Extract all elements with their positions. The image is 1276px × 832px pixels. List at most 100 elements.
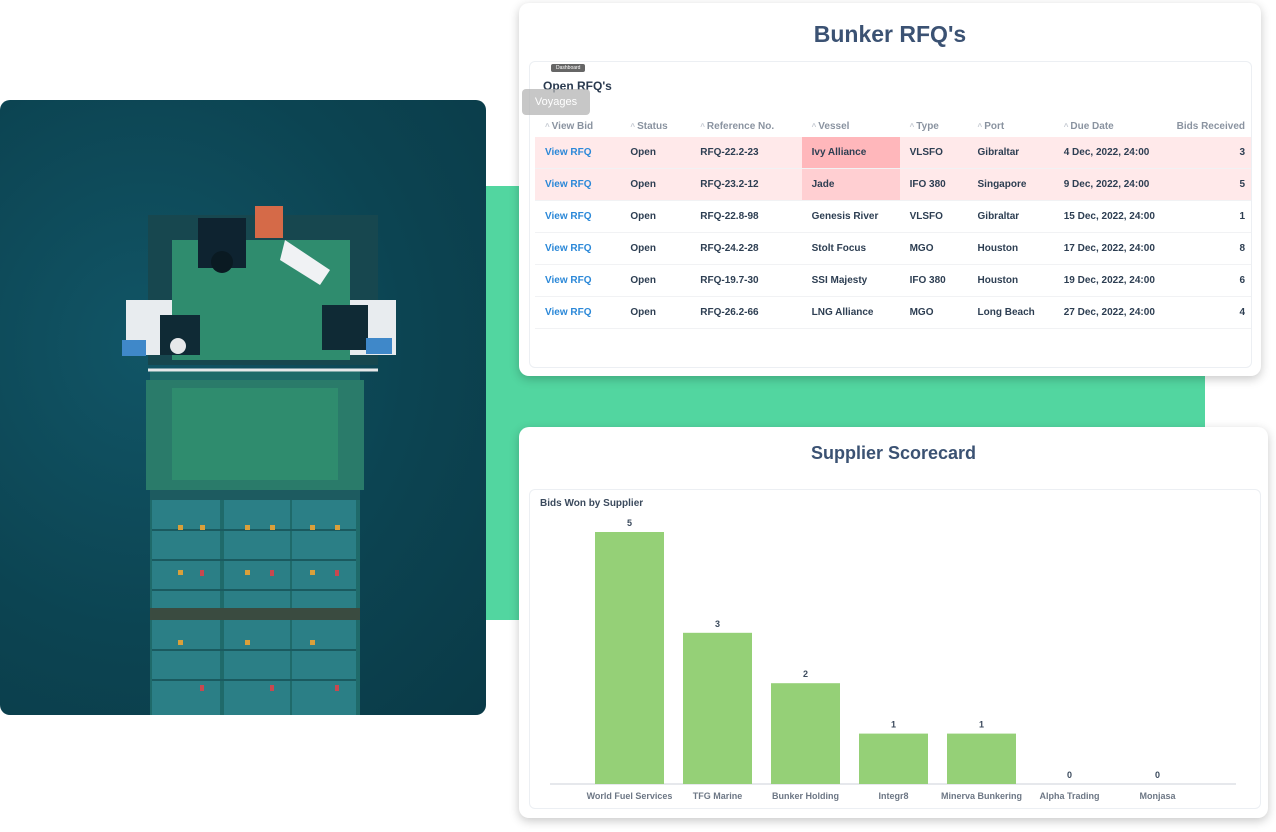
cell-type: VLSFO [899, 137, 968, 169]
cell-ref: RFQ-24.2-28 [690, 232, 802, 265]
chart-title: Bids Won by Supplier [540, 498, 644, 509]
table-row: View RFQ Open RFQ-26.2-66 LNG Alliance MGO Lo… [535, 296, 1251, 329]
view-rfq-link[interactable]: View RFQ [535, 232, 621, 265]
cell-vessel: Ivy Alliance [801, 137, 900, 169]
cell-type: VLSFO [899, 200, 968, 233]
rfq-table-header: ^ View Bid ^ Status ^ Reference No. ^ Vessel… [535, 115, 1251, 137]
view-rfq-link[interactable]: View RFQ [535, 200, 621, 233]
cell-due: 9 Dec, 2022, 24:00 [1053, 168, 1167, 201]
ship-aerial-photo [0, 100, 486, 715]
col-vessel[interactable]: ^ Vessel [811, 120, 850, 132]
table-row: View RFQ Open RFQ-22.2-23 Ivy Alliance VLSFO… [535, 137, 1251, 169]
col-status[interactable]: ^ Status [630, 120, 668, 132]
bunker-rfq-card: Bunker RFQ's Dashboard Open RFQ's Voyage… [519, 3, 1261, 376]
cell-port: Houston [967, 232, 1054, 265]
cell-due: 17 Dec, 2022, 24:00 [1053, 232, 1167, 265]
cell-type: MGO [899, 296, 968, 329]
cell-bids: 6 [1166, 264, 1251, 297]
cell-status: Open [620, 200, 691, 233]
cell-due: 15 Dec, 2022, 24:00 [1053, 200, 1167, 233]
col-reference[interactable]: ^ Reference No. [700, 120, 775, 132]
cell-due: 4 Dec, 2022, 24:00 [1053, 137, 1167, 169]
cell-ref: RFQ-26.2-66 [690, 296, 802, 329]
view-rfq-link[interactable]: View RFQ [535, 264, 621, 297]
sort-caret-icon: ^ [811, 121, 817, 131]
cell-bids: 5 [1166, 168, 1251, 201]
cell-vessel: Jade [801, 168, 900, 201]
supplier-scorecard-card: Supplier Scorecard Bids Won by Supplier … [519, 427, 1268, 818]
bar-value-label: 1 [891, 720, 896, 730]
bar[interactable] [595, 532, 664, 784]
bar-value-label: 1 [979, 720, 984, 730]
cell-type: IFO 380 [899, 264, 968, 297]
col-port[interactable]: ^ Port [977, 120, 1005, 132]
bids-won-bar-chart: 5 World Fuel Services 3 TFG Marine 2 Bunker H… [550, 518, 1236, 801]
cell-port: Gibraltar [967, 137, 1054, 169]
category-label: Minerva Bunkering [941, 791, 1022, 801]
cell-bids: 1 [1166, 200, 1251, 233]
bar[interactable] [859, 733, 928, 784]
cell-port: Singapore [967, 168, 1054, 201]
table-row: View RFQ Open RFQ-19.7-30 SSI Majesty IFO 38… [535, 264, 1251, 297]
cell-vessel: Genesis River [801, 200, 900, 233]
bar-value-label: 0 [1155, 770, 1160, 780]
category-label: Monjasa [1139, 791, 1176, 801]
cell-vessel: LNG Alliance [801, 296, 900, 329]
sort-caret-icon: ^ [630, 121, 636, 131]
cell-status: Open [620, 137, 691, 169]
category-label: Integr8 [878, 791, 908, 801]
sort-caret-icon: ^ [977, 121, 983, 131]
col-due-date[interactable]: ^ Due Date [1063, 120, 1114, 132]
cell-status: Open [620, 168, 691, 201]
col-type[interactable]: ^ Type [909, 120, 939, 132]
bar-value-label: 0 [1067, 770, 1072, 780]
dashboard-badge: Dashboard [551, 64, 586, 72]
cell-type: MGO [899, 232, 968, 265]
cell-vessel: Stolt Focus [801, 232, 900, 265]
cell-port: Gibraltar [967, 200, 1054, 233]
sort-caret-icon: ^ [700, 121, 705, 131]
cell-vessel: SSI Majesty [801, 264, 900, 297]
category-label: Alpha Trading [1039, 791, 1099, 801]
cell-due: 19 Dec, 2022, 24:00 [1053, 264, 1167, 297]
cell-bids: 4 [1166, 296, 1251, 329]
cell-ref: RFQ-19.7-30 [690, 264, 802, 297]
category-label: World Fuel Services [587, 791, 673, 801]
cell-ref: RFQ-22.8-98 [690, 200, 802, 233]
cell-bids: 8 [1166, 232, 1251, 265]
col-bids-received[interactable]: Bids Received [1176, 120, 1245, 132]
view-rfq-link[interactable]: View RFQ [535, 137, 621, 169]
voyages-button[interactable]: Voyages [522, 89, 590, 115]
sort-caret-icon: ^ [909, 121, 915, 131]
bar-value-label: 3 [715, 619, 720, 629]
bar[interactable] [771, 683, 840, 784]
col-view-bid[interactable]: ^ View Bid [545, 120, 594, 132]
view-rfq-link[interactable]: View RFQ [535, 296, 621, 329]
cell-type: IFO 380 [899, 168, 968, 201]
cell-port: Houston [967, 264, 1054, 297]
bar[interactable] [947, 733, 1016, 784]
sort-caret-icon: ^ [1063, 121, 1069, 131]
rfq-table: ^ View Bid ^ Status ^ Reference No. ^ Vessel… [535, 115, 1251, 329]
rfq-card-title: Bunker RFQ's [813, 21, 967, 47]
cell-ref: RFQ-22.2-23 [690, 137, 802, 169]
cell-status: Open [620, 296, 691, 329]
cell-status: Open [620, 232, 691, 265]
category-label: TFG Marine [693, 791, 743, 801]
view-rfq-link[interactable]: View RFQ [535, 168, 621, 201]
sort-caret-icon: ^ [545, 121, 550, 131]
bar-value-label: 5 [627, 518, 632, 528]
cell-port: Long Beach [967, 296, 1054, 329]
cell-ref: RFQ-23.2-12 [690, 168, 802, 201]
ship-illustration [122, 206, 396, 715]
table-row: View RFQ Open RFQ-22.8-98 Genesis River VLSF… [535, 200, 1251, 233]
table-row: View RFQ Open RFQ-23.2-12 Jade IFO 380 Singap… [535, 168, 1251, 201]
bar[interactable] [683, 632, 752, 784]
category-label: Bunker Holding [772, 791, 839, 801]
scorecard-title: Supplier Scorecard [810, 443, 977, 463]
bar-value-label: 2 [803, 669, 808, 679]
cell-bids: 3 [1166, 137, 1251, 169]
table-row: View RFQ Open RFQ-24.2-28 Stolt Focus MGO Hou… [535, 232, 1251, 265]
cell-status: Open [620, 264, 691, 297]
cell-due: 27 Dec, 2022, 24:00 [1053, 296, 1167, 329]
